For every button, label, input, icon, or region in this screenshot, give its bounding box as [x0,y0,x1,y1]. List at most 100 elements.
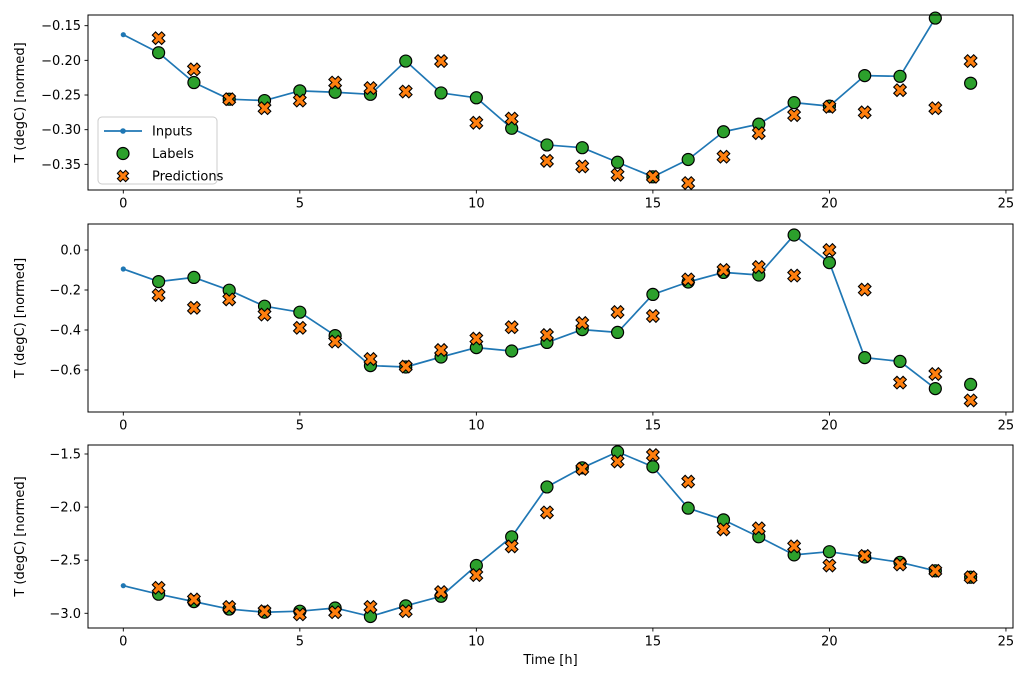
prediction-point [257,101,272,116]
prediction-point [328,75,343,90]
prediction-point [857,548,872,564]
prediction-point [963,53,978,69]
prediction-point [398,604,413,619]
label-point [293,305,307,319]
prediction-point [186,592,201,607]
predictions-x-swatch [116,169,130,183]
prediction-point [292,93,307,108]
prediction-point [681,474,696,489]
prediction-point [257,307,272,322]
prediction-point [963,393,978,408]
prediction-point [151,31,166,46]
prediction-point [892,83,908,98]
prediction-point [469,115,484,130]
legend-item-label: Predictions [152,170,224,185]
x-tick-label: 10 [468,635,485,650]
prediction-point [928,101,943,116]
panel-2-x-axis: 0 5 10 15 20 25 [119,412,1014,434]
prediction-point [787,539,802,554]
prediction-point [928,563,943,578]
label-point [893,69,907,83]
label-point [787,96,801,110]
prediction-point [892,375,908,390]
prediction-point [398,84,413,99]
label-point [575,141,589,155]
prediction-point [610,167,625,182]
inputs-dot-swatch [120,128,126,134]
x-tick-label: 5 [296,419,304,434]
label-point [187,270,201,284]
label-point [893,354,907,368]
prediction-point [716,522,731,537]
prediction-point [433,584,449,600]
label-point [505,344,519,358]
prediction-point [398,359,413,374]
label-point [646,287,660,301]
legend-item-label: Labels [152,147,194,162]
y-tick-label: −0.35 [41,158,81,173]
y-tick-label: −0.4 [49,324,81,339]
prediction-point [363,351,378,367]
y-tick-label: 0.0 [60,244,81,259]
prediction-point [681,272,696,287]
prediction-point [857,282,872,297]
prediction-point [857,105,872,120]
x-tick-label: 20 [821,635,838,650]
prediction-point [151,287,166,303]
x-tick-label: 0 [119,197,127,212]
y-tick-label: −0.15 [41,19,81,34]
y-tick-label: −0.6 [49,364,81,379]
label-point [469,91,483,105]
label-point [434,86,448,100]
prediction-point [292,607,307,622]
panel-3: 0 5 10 15 20 25 −1.5 −2.0 −2.5 −3.0 T (degC) [norm… [13,444,1015,668]
prediction-point [433,342,449,358]
panel-3-series-predictions [151,447,978,622]
prediction-point [292,320,307,335]
prediction-point [610,304,625,320]
y-tick-label: −3.0 [49,607,81,622]
input-point [120,266,126,272]
x-tick-label: 15 [645,419,662,434]
x-tick-label: 0 [119,635,127,650]
prediction-point [645,308,660,324]
label-point [646,460,660,474]
prediction-point [822,242,837,258]
label-point [540,480,554,494]
label-point [858,351,872,365]
y-tick-label: −0.25 [41,89,81,104]
panel-1-series-predictions [151,31,978,191]
label-point [822,256,837,270]
legend: Inputs Labels Predictions [97,116,224,185]
prediction-point [328,605,343,620]
x-tick-label: 5 [296,197,304,212]
prediction-point [645,169,660,184]
axes-frame [87,223,1014,413]
y-tick-label: −0.2 [49,284,81,299]
label-point [964,377,978,391]
label-point [716,125,731,139]
input-point [120,583,126,589]
axes-frame [87,444,1014,629]
panel-1-x-axis: 0 5 10 15 20 25 [119,190,1014,212]
prediction-point [822,558,837,573]
prediction-point [575,159,590,174]
prediction-point [575,461,590,476]
panel-2: 0 5 10 15 20 25 0.0 −0.2 −0.4 −0.6 T (degC) [norme… [13,223,1014,434]
label-point [152,275,166,289]
x-tick-label: 15 [645,197,662,212]
label-point [858,68,872,83]
prediction-point [257,604,272,619]
prediction-point [186,62,201,77]
legend-item-inputs: Inputs [104,125,193,140]
y-tick-label: −2.0 [49,501,81,516]
label-point [787,228,801,242]
label-point [610,155,625,169]
y-axis-label: T (degC) [normed] [13,476,28,597]
x-tick-label: 20 [821,197,838,212]
prediction-point [504,111,519,126]
prediction-point [681,175,696,191]
x-tick-label: 25 [998,635,1015,650]
